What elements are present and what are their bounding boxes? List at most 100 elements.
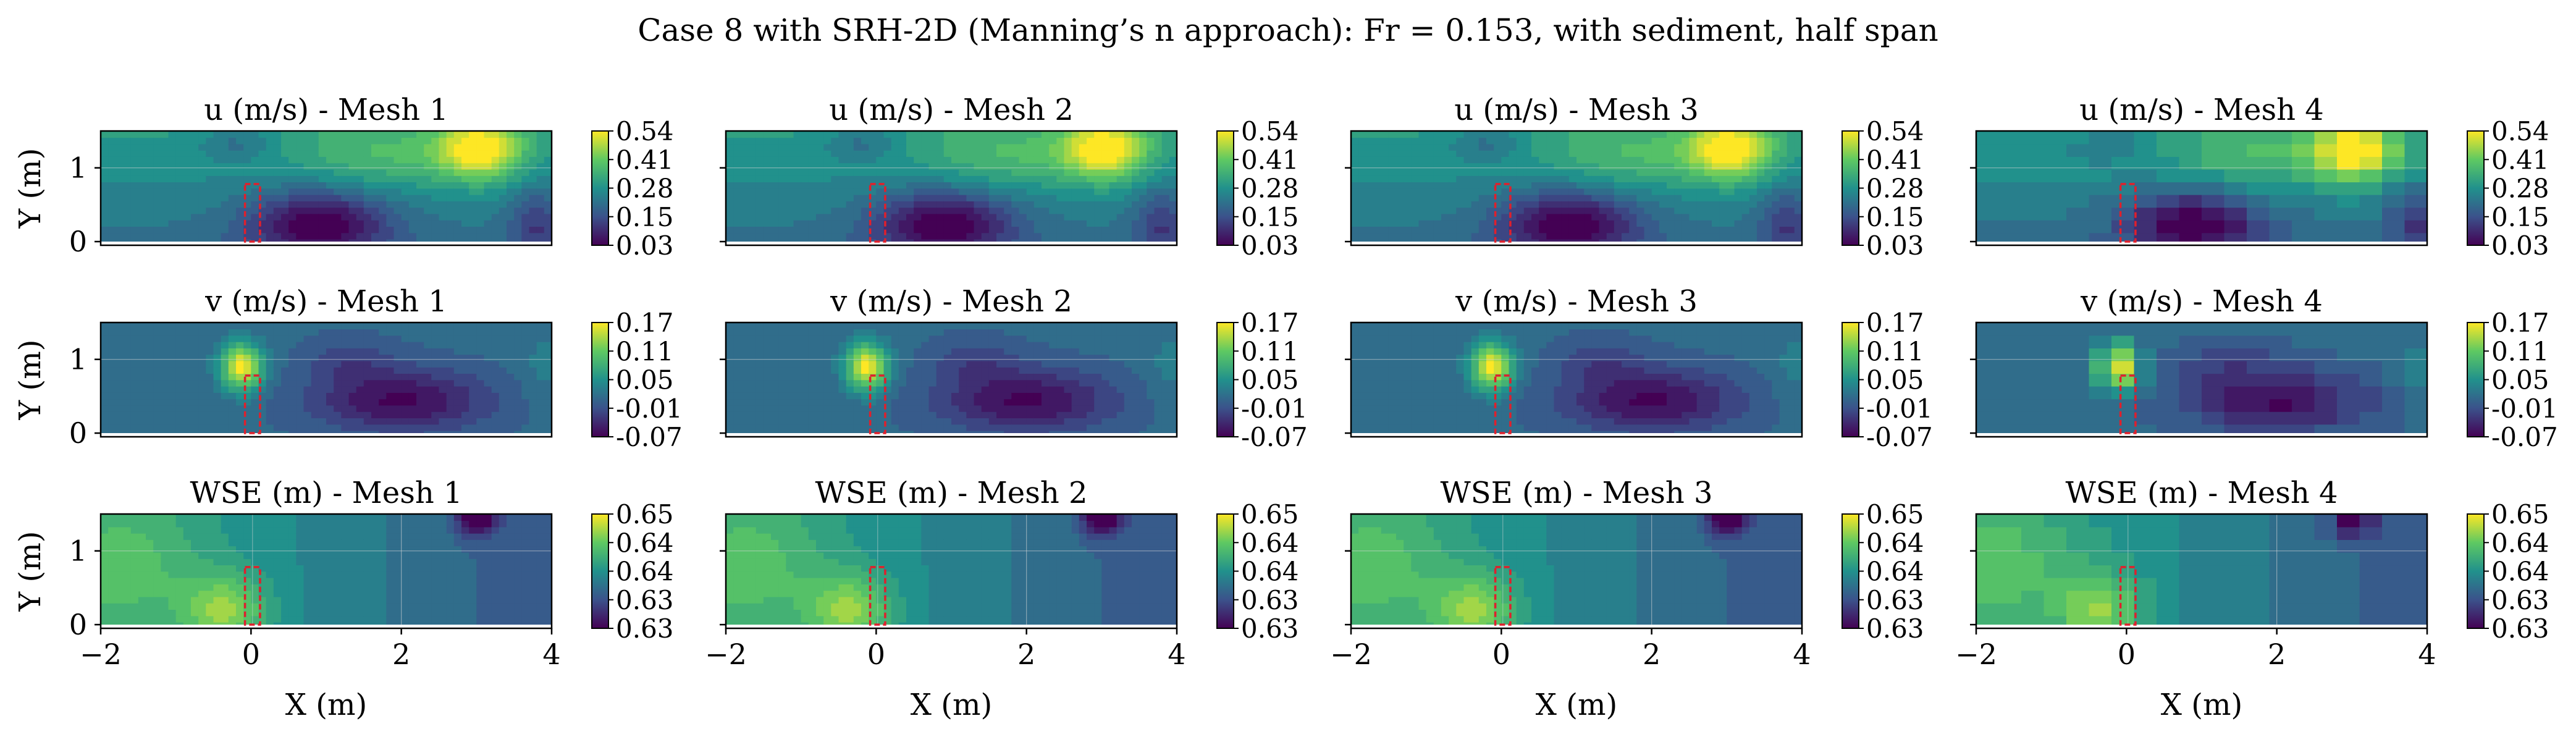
colorbar: 0.170.110.05-0.01-0.07 xyxy=(2467,308,2558,452)
colorbar-tick-label: 0.54 xyxy=(1866,116,1924,146)
x-tick-label: 4 xyxy=(542,638,560,671)
colorbar: 0.170.110.05-0.01-0.07 xyxy=(591,308,683,452)
x-axis-label: X (m) xyxy=(1536,688,1617,722)
heatmap-field xyxy=(101,131,552,245)
colorbar: 0.650.640.640.630.63 xyxy=(1216,499,1299,644)
y-tick-label: 1 xyxy=(69,151,87,185)
colorbar-tick-label: 0.54 xyxy=(2491,116,2549,146)
colorbar-tick-label: 0.63 xyxy=(2491,613,2549,644)
x-tick-label: 0 xyxy=(867,638,885,671)
colorbar-tick-label: 0.63 xyxy=(1241,613,1299,644)
obstacle-outline xyxy=(869,374,886,434)
heatmap-field xyxy=(1351,323,1802,437)
colorbar: 0.650.640.640.630.63 xyxy=(591,499,674,644)
panel-title: u (m/s) - Mesh 3 xyxy=(1454,93,1699,127)
axes-frame xyxy=(725,513,1178,630)
colorbar-tick-label: 0.63 xyxy=(1866,613,1924,644)
colorbar: 0.650.640.640.630.63 xyxy=(2467,499,2549,644)
x-tick-label: −2 xyxy=(705,638,747,671)
y-tick-label: 1 xyxy=(69,343,87,376)
obstacle-outline xyxy=(869,183,886,243)
heatmap-field xyxy=(1976,514,2427,628)
colorbar-tick-label: 0.63 xyxy=(1241,585,1299,615)
obstacle-outline xyxy=(2119,566,2137,626)
axes-frame xyxy=(725,321,1178,438)
colorbar-tick-label: 0.17 xyxy=(616,308,674,338)
colorbar-tick-label: 0.03 xyxy=(2491,230,2549,261)
y-tick-label: 1 xyxy=(69,534,87,568)
colorbar-tick-label: -0.07 xyxy=(1241,422,1308,452)
x-axis-label: X (m) xyxy=(2161,688,2242,722)
heatmap-field xyxy=(1351,131,1802,245)
panel-title: WSE (m) - Mesh 4 xyxy=(2065,476,2338,510)
colorbar-tick-label: 0.54 xyxy=(1241,116,1299,146)
colorbar-tick-label: 0.64 xyxy=(1866,557,1924,587)
colorbar-tick-label: 0.41 xyxy=(616,145,674,175)
panel-title: u (m/s) - Mesh 2 xyxy=(829,93,1074,127)
colorbar-tick-label: 0.11 xyxy=(616,336,674,366)
panel-title: WSE (m) - Mesh 1 xyxy=(190,476,462,510)
colorbar-tick-label: 0.15 xyxy=(1241,202,1299,232)
colorbar-tick-label: 0.28 xyxy=(616,174,674,204)
colorbar-tick-label: 0.15 xyxy=(1866,202,1924,232)
colorbar-tick-label: 0.65 xyxy=(1866,499,1924,529)
x-tick-label: 0 xyxy=(1492,638,1510,671)
colorbar-tick-label: 0.65 xyxy=(616,499,674,529)
panel-row2-mesh1: v (m/s) - Mesh 1 0 1 Y (m) 0.170.110.05-0.01… xyxy=(13,284,683,452)
colorbar-tick-label: 0.03 xyxy=(1866,230,1924,261)
colorbar: 0.170.110.05-0.01-0.07 xyxy=(1216,308,1308,452)
panel-row3-mesh3: WSE (m) - Mesh 3−2 0 2 4X (m)0.650.640.640.… xyxy=(1330,476,1924,722)
axes-frame xyxy=(1350,321,1803,438)
obstacle-outline xyxy=(1494,183,1512,243)
colorbar-tick-label: 0.11 xyxy=(1866,336,1924,366)
colorbar: 0.540.410.280.150.03 xyxy=(591,116,674,261)
colorbar-tick-label: 0.41 xyxy=(1866,145,1924,175)
y-tick-label: 0 xyxy=(69,416,87,450)
colorbar-tick-label: 0.11 xyxy=(1241,336,1299,366)
panel-row1-mesh3: u (m/s) - Mesh 3 0.540.410.280.150.03 xyxy=(1345,93,1924,261)
colorbar-tick-label: 0.41 xyxy=(2491,145,2549,175)
panel-row2-mesh3: v (m/s) - Mesh 3 0.170.110.05-0.01-0.07 xyxy=(1345,284,1933,452)
colorbar-tick-label: 0.28 xyxy=(1241,174,1299,204)
colorbar-tick-label: 0.63 xyxy=(1866,585,1924,615)
axes-frame xyxy=(99,513,553,630)
heatmap-field xyxy=(1976,131,2427,245)
x-tick-label: 4 xyxy=(2418,638,2436,671)
colorbar-tick-label: 0.05 xyxy=(616,365,674,395)
heatmap-field xyxy=(726,514,1177,628)
panel-row3-mesh2: WSE (m) - Mesh 2−2 0 2 4X (m)0.650.640.640.… xyxy=(705,476,1299,722)
panel-row1-mesh2: u (m/s) - Mesh 2 0.540.410.280.150.03 xyxy=(720,93,1299,261)
x-tick-label: 2 xyxy=(392,638,410,671)
colorbar-tick-label: 0.03 xyxy=(616,230,674,261)
panel-title: u (m/s) - Mesh 4 xyxy=(2079,93,2324,127)
colorbar-tick-label: -0.01 xyxy=(1866,394,1933,424)
axes-frame xyxy=(725,130,1178,247)
obstacle-outline xyxy=(243,566,261,626)
colorbar-tick-label: 0.64 xyxy=(1241,557,1299,587)
y-axis-label: Y (m) xyxy=(13,531,48,612)
colorbar-tick-label: 0.63 xyxy=(616,585,674,615)
panel-title: u (m/s) - Mesh 1 xyxy=(204,93,448,127)
colorbar-tick-label: 0.63 xyxy=(2491,585,2549,615)
colorbar-tick-label: -0.07 xyxy=(616,422,683,452)
x-axis-label: X (m) xyxy=(911,688,992,722)
colorbar-tick-label: 0.41 xyxy=(1241,145,1299,175)
colorbar-tick-label: 0.15 xyxy=(2491,202,2549,232)
axes-frame xyxy=(1975,513,2428,630)
panel-row1-mesh1: u (m/s) - Mesh 1 0 1 Y (m) 0.540.410.280.150… xyxy=(13,93,674,261)
heatmap-field xyxy=(726,323,1177,437)
colorbar-tick-label: 0.17 xyxy=(2491,308,2549,338)
obstacle-outline xyxy=(1494,374,1512,434)
colorbar-tick-label: 0.15 xyxy=(616,202,674,232)
x-tick-label: 2 xyxy=(1643,638,1661,671)
y-tick-label: 0 xyxy=(69,608,87,641)
x-tick-label: −2 xyxy=(1955,638,1997,671)
obstacle-outline xyxy=(869,566,886,626)
x-tick-label: 0 xyxy=(242,638,260,671)
colorbar-tick-label: 0.64 xyxy=(2491,557,2549,587)
obstacle-outline xyxy=(243,183,261,243)
obstacle-outline xyxy=(2119,183,2137,243)
x-tick-label: 4 xyxy=(1793,638,1811,671)
